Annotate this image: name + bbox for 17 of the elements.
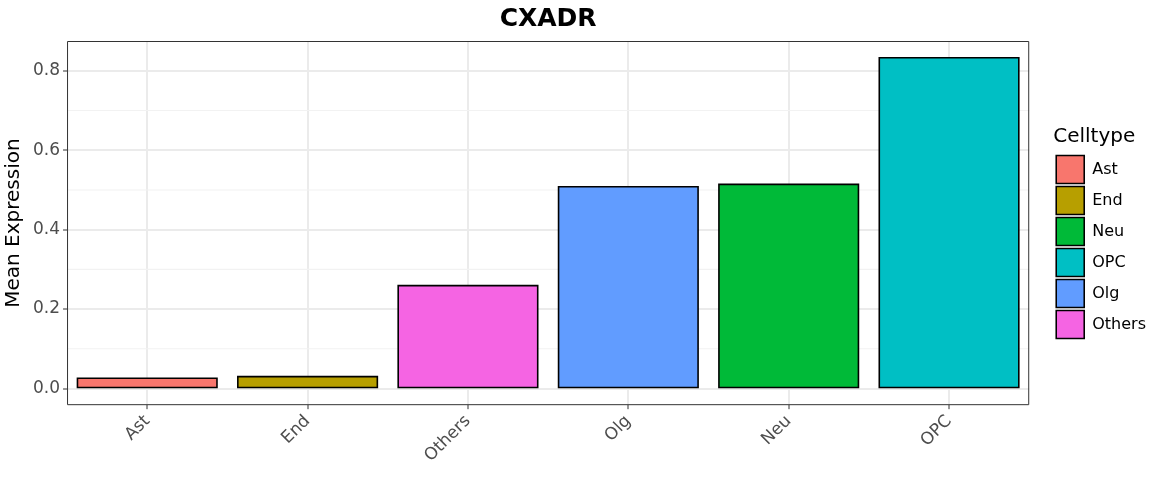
x-tick-label: Ast [119,409,154,444]
y-tick-label: 0.0 [32,376,61,397]
x-tick-label: Neu [756,410,795,449]
y-tick-label: 0.8 [32,59,61,80]
legend-title: Celltype [1053,122,1136,147]
x-tick-label: Olg [599,410,635,445]
legend-label: OPC [1092,251,1126,271]
legend-label: Neu [1092,220,1125,240]
legend-label: End [1092,189,1123,209]
legend-label: Ast [1092,158,1118,178]
y-tick-label: 0.2 [32,297,61,318]
chart-title: CXADR [499,2,597,32]
legend-label: Others [1092,313,1146,333]
y-axis-title: Mean Expression [0,138,25,308]
y-tick-label: 0.4 [32,218,61,239]
legend-label: Olg [1092,282,1120,302]
y-tick-label: 0.6 [32,138,61,159]
